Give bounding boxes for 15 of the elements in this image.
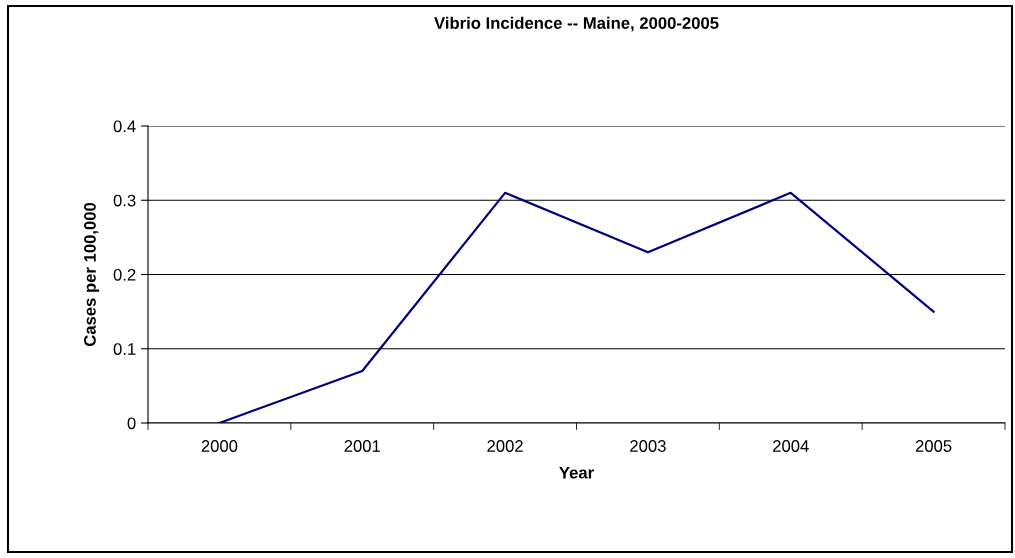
- x-axis-title: Year: [559, 466, 594, 479]
- y-tick-label: 0.4: [113, 120, 136, 133]
- y-tick-label: 0.2: [113, 268, 136, 281]
- x-tick-label: 2001: [344, 440, 380, 452]
- y-tick-label: 0: [127, 417, 136, 430]
- chart-title: Vibrio Incidence -- Maine, 2000-2005: [434, 16, 719, 32]
- x-tick-label: 2000: [201, 440, 238, 452]
- x-tick-label: 2004: [773, 440, 809, 452]
- line-series: [218, 191, 935, 423]
- x-tick-label: 2005: [915, 440, 952, 452]
- x-tick-label: 2003: [630, 440, 666, 452]
- y-axis-title: Cases per 100,000: [84, 202, 100, 347]
- y-tick-label: 0.3: [113, 194, 136, 207]
- y-tick-label: 0.1: [113, 343, 136, 355]
- x-tick-label: 2002: [487, 440, 523, 452]
